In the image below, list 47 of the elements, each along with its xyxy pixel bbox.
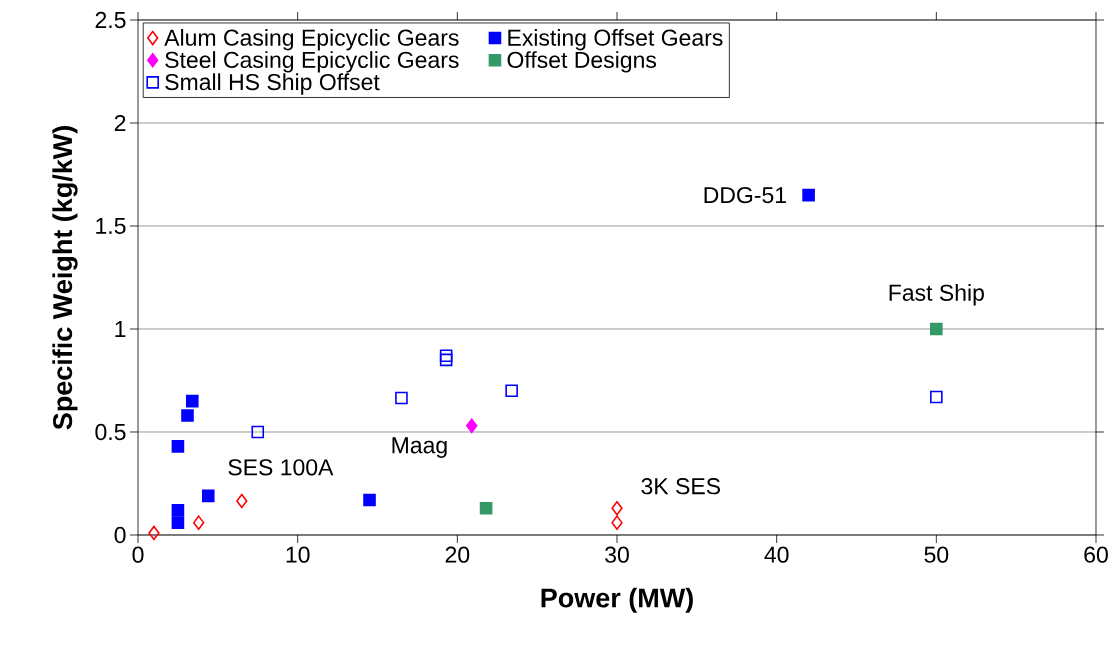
point xyxy=(439,349,453,363)
point xyxy=(930,322,943,336)
legend-label: Alum Casing Epicyclic Gears xyxy=(164,28,459,51)
legend-label: Small HS Ship Offset xyxy=(165,73,380,95)
y-axis-title: Specific Weight (kg/kW) xyxy=(52,126,78,430)
point xyxy=(395,391,408,405)
y-tick-label: 0.5 xyxy=(95,423,126,441)
point xyxy=(201,489,215,503)
x-tick-label: 40 xyxy=(764,546,789,563)
x-tick-label: 30 xyxy=(605,546,629,563)
point xyxy=(611,500,623,516)
y-tick-label: 2 xyxy=(114,114,126,132)
annotation: Maag xyxy=(392,437,447,458)
point xyxy=(171,440,185,453)
y-tick-label: 1.5 xyxy=(96,217,126,235)
y-tick-label: 2.5 xyxy=(95,11,126,29)
point xyxy=(479,501,493,515)
point xyxy=(505,384,518,398)
x-axis-title: Power (MW) xyxy=(541,587,693,613)
y-tick-label: 0 xyxy=(114,526,126,544)
x-tick-label: 0 xyxy=(132,546,144,563)
y-tick-label: 1 xyxy=(115,321,126,337)
point xyxy=(181,409,194,422)
point xyxy=(185,394,199,408)
annotation: SES 100A xyxy=(228,459,334,476)
point xyxy=(802,188,815,202)
point xyxy=(171,516,185,529)
point xyxy=(171,503,185,517)
point xyxy=(251,425,265,439)
point xyxy=(193,515,205,530)
point xyxy=(363,493,376,507)
legend-label: Steel Casing Epicyclic Gears xyxy=(165,51,459,73)
legend-label: Offset Designs xyxy=(507,51,657,73)
point xyxy=(611,515,623,530)
point xyxy=(148,525,160,541)
x-tick-label: 60 xyxy=(1084,546,1108,563)
x-tick-label: 50 xyxy=(924,546,949,563)
point xyxy=(930,390,943,404)
legend-label: Existing Offset Gears xyxy=(508,28,723,51)
annotation: 3K SES xyxy=(641,478,720,495)
x-tick-label: 20 xyxy=(445,546,470,563)
point xyxy=(439,353,453,367)
point xyxy=(236,493,248,509)
annotation: DDG-51 xyxy=(704,186,786,204)
x-tick-label: 10 xyxy=(286,546,310,563)
point xyxy=(466,418,478,434)
annotation: Fast Ship xyxy=(889,284,984,306)
